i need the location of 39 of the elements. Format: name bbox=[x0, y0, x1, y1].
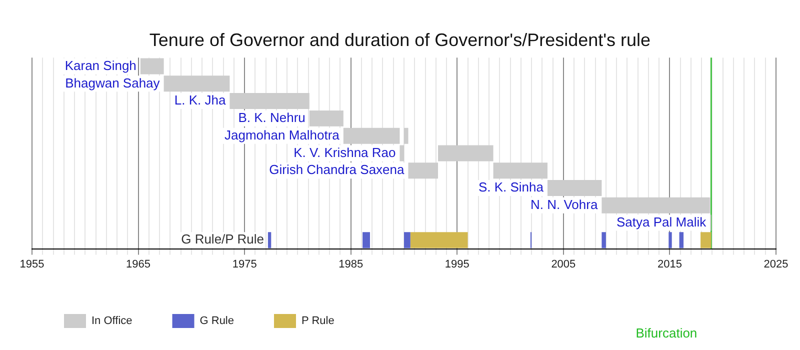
y-tick-label: Girish Chandra Saxena bbox=[269, 162, 406, 178]
bar bbox=[602, 232, 606, 248]
bar bbox=[410, 232, 468, 248]
y-tick-label: N. N. Vohra bbox=[530, 196, 598, 212]
y-tick-label: G Rule/P Rule bbox=[181, 232, 264, 247]
x-tick-label: 1975 bbox=[232, 258, 257, 270]
bar bbox=[400, 145, 404, 162]
bar bbox=[268, 232, 272, 248]
x-tick-label: 1985 bbox=[338, 258, 364, 270]
y-tick-label: K. V. Krishna Rao bbox=[294, 144, 396, 160]
x-tick-label: 2025 bbox=[764, 258, 788, 270]
bar bbox=[309, 110, 344, 126]
legend-label: P Rule bbox=[301, 315, 334, 328]
y-tick-label: B. K. Nehru bbox=[238, 110, 306, 126]
bar bbox=[362, 232, 370, 248]
bar bbox=[408, 162, 438, 179]
x-tick-label: 2015 bbox=[657, 258, 682, 270]
legend-label: In Office bbox=[92, 315, 132, 328]
legend-label: G Rule bbox=[200, 315, 234, 328]
y-tick-label: L. K. Jha bbox=[174, 92, 226, 108]
bar bbox=[438, 145, 494, 162]
bar bbox=[679, 232, 684, 248]
y-tick-label: Jagmohan Malhotra bbox=[224, 127, 340, 142]
y-tick-label: Karan Singh bbox=[64, 58, 136, 73]
x-tick-label: 2005 bbox=[551, 258, 576, 270]
x-tick-label: 1965 bbox=[126, 258, 151, 270]
chart-title: Tenure of Governor and duration of Governor's/President's rule bbox=[149, 30, 651, 50]
x-tick-label: 1955 bbox=[20, 258, 44, 270]
ref-line-label: Bifurcation bbox=[636, 326, 698, 341]
y-tick-label: S. K. Sinha bbox=[478, 180, 544, 195]
x-tick-label: 1995 bbox=[444, 258, 470, 270]
bar bbox=[493, 162, 548, 179]
bar bbox=[668, 232, 672, 248]
bar bbox=[700, 232, 712, 248]
y-tick-label: Bhagwan Sahay bbox=[65, 75, 160, 90]
bar bbox=[404, 232, 410, 248]
y-tick-label: Satya Pal Malik bbox=[616, 214, 707, 230]
bar bbox=[140, 58, 164, 74]
bar bbox=[404, 128, 408, 144]
